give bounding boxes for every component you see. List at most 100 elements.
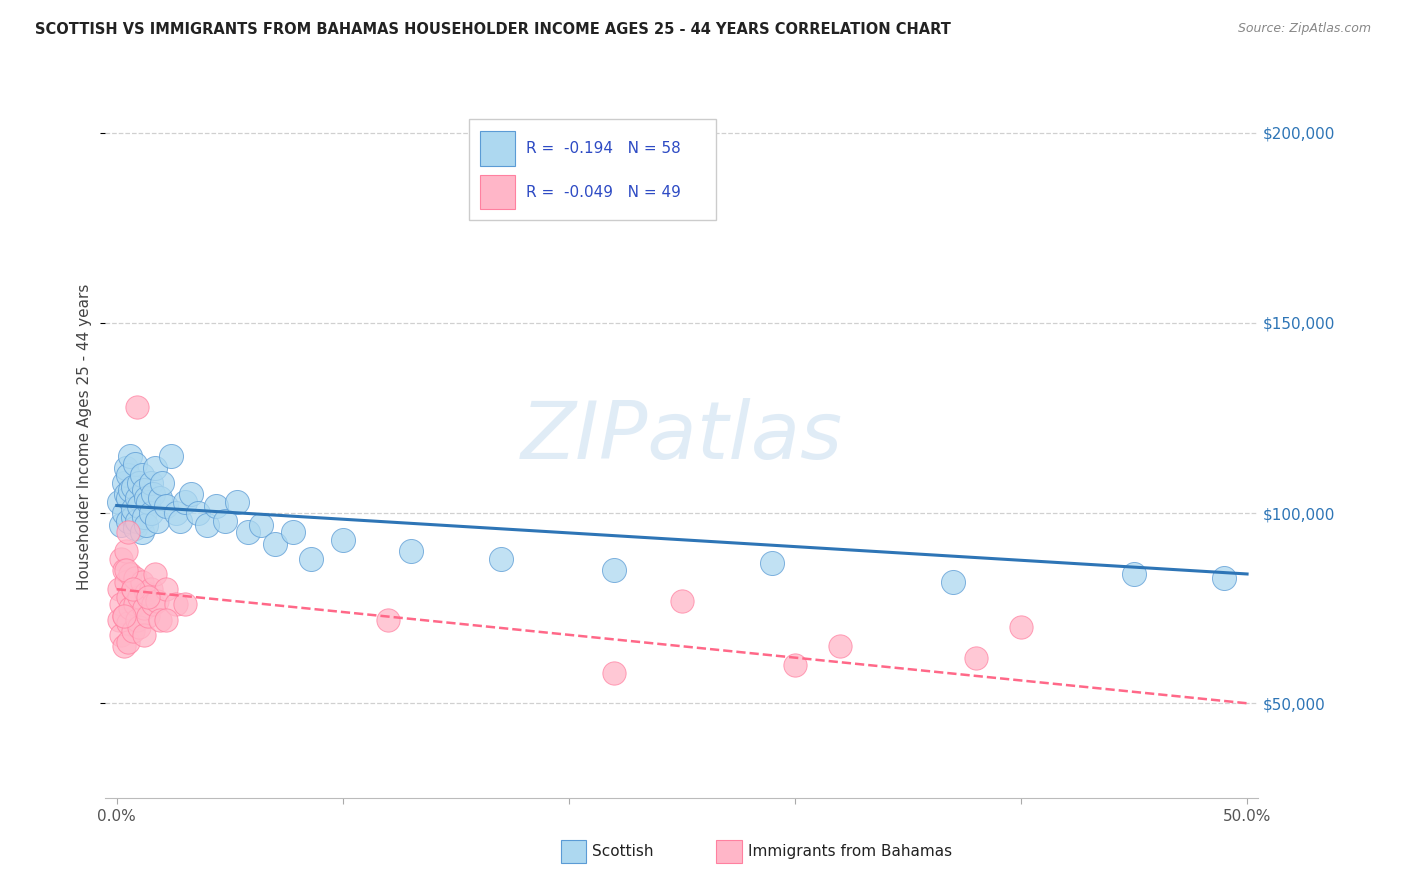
Point xyxy=(1010,620,1032,634)
Point xyxy=(377,613,399,627)
Point xyxy=(138,494,160,508)
Point xyxy=(117,525,139,540)
Point xyxy=(128,620,150,634)
Text: R =  -0.194   N = 58: R = -0.194 N = 58 xyxy=(526,141,681,156)
Point xyxy=(117,514,139,528)
Point xyxy=(332,533,354,547)
Point xyxy=(112,608,135,623)
Point xyxy=(127,491,149,505)
Point xyxy=(138,590,160,604)
Point xyxy=(108,613,131,627)
FancyBboxPatch shape xyxy=(481,131,515,166)
Point xyxy=(142,598,165,612)
Point xyxy=(603,563,626,577)
Point xyxy=(121,479,143,493)
Point xyxy=(149,491,172,505)
Point xyxy=(146,514,169,528)
Point xyxy=(180,487,202,501)
Point xyxy=(114,487,136,501)
Point xyxy=(132,601,155,615)
Point xyxy=(120,601,142,615)
Text: R =  -0.049   N = 49: R = -0.049 N = 49 xyxy=(526,185,681,200)
Point xyxy=(110,517,132,532)
Point xyxy=(120,483,142,498)
Point xyxy=(128,475,150,490)
Point xyxy=(187,506,209,520)
Point xyxy=(117,468,139,483)
Point xyxy=(169,514,191,528)
FancyBboxPatch shape xyxy=(468,120,717,220)
Point xyxy=(112,475,135,490)
Point xyxy=(671,593,693,607)
Point xyxy=(139,506,162,520)
Point xyxy=(281,525,304,540)
Point xyxy=(124,598,146,612)
Text: Source: ZipAtlas.com: Source: ZipAtlas.com xyxy=(1237,22,1371,36)
Point xyxy=(124,571,146,585)
FancyBboxPatch shape xyxy=(481,175,515,210)
Text: Immigrants from Bahamas: Immigrants from Bahamas xyxy=(748,845,952,859)
Point xyxy=(135,491,157,505)
Point xyxy=(131,525,153,540)
Point xyxy=(117,590,139,604)
Point xyxy=(127,400,149,414)
Point xyxy=(299,551,322,566)
Point xyxy=(121,624,143,638)
Point xyxy=(489,551,512,566)
Point xyxy=(128,590,150,604)
Point xyxy=(121,582,143,597)
Point xyxy=(139,582,162,597)
FancyBboxPatch shape xyxy=(561,840,586,863)
Point xyxy=(112,639,135,653)
Point xyxy=(205,499,228,513)
Point xyxy=(121,502,143,516)
Point xyxy=(761,556,783,570)
Point xyxy=(142,487,165,501)
Text: Scottish: Scottish xyxy=(592,845,654,859)
Point xyxy=(149,613,172,627)
Point xyxy=(127,613,149,627)
Point xyxy=(114,460,136,475)
Point xyxy=(225,494,247,508)
Point xyxy=(250,517,273,532)
Point xyxy=(124,521,146,535)
Point xyxy=(173,598,195,612)
Point xyxy=(139,475,162,490)
Point xyxy=(128,499,150,513)
Point xyxy=(112,506,135,520)
Point xyxy=(132,628,155,642)
Point xyxy=(121,582,143,597)
Point xyxy=(195,517,218,532)
Point xyxy=(114,574,136,589)
Point xyxy=(173,494,195,508)
Point xyxy=(117,616,139,631)
Point xyxy=(117,635,139,649)
Point xyxy=(165,506,187,520)
Point xyxy=(160,449,183,463)
Point xyxy=(135,517,157,532)
Text: SCOTTISH VS IMMIGRANTS FROM BAHAMAS HOUSEHOLDER INCOME AGES 25 - 44 YEARS CORREL: SCOTTISH VS IMMIGRANTS FROM BAHAMAS HOUS… xyxy=(35,22,950,37)
Point xyxy=(1213,571,1236,585)
Point xyxy=(155,613,177,627)
Point xyxy=(110,628,132,642)
Point xyxy=(830,639,852,653)
Point xyxy=(264,536,287,550)
Point xyxy=(124,457,146,471)
Point xyxy=(143,460,166,475)
Point xyxy=(120,566,142,581)
Y-axis label: Householder Income Ages 25 - 44 years: Householder Income Ages 25 - 44 years xyxy=(77,284,93,591)
Point xyxy=(114,563,136,577)
Point xyxy=(236,525,259,540)
Point xyxy=(155,582,177,597)
Point xyxy=(783,658,806,673)
Point xyxy=(114,544,136,558)
Point xyxy=(399,544,422,558)
Point xyxy=(110,551,132,566)
Text: ZIPatlas: ZIPatlas xyxy=(520,398,844,476)
Point xyxy=(112,608,135,623)
Point xyxy=(150,475,173,490)
Point xyxy=(108,494,131,508)
Point xyxy=(132,510,155,524)
Point xyxy=(108,582,131,597)
Point xyxy=(942,574,965,589)
